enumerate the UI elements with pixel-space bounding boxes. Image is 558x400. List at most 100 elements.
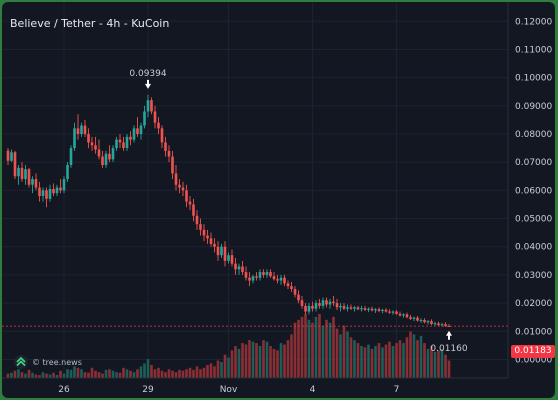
volume-bar: [171, 370, 174, 378]
volume-bar: [318, 314, 321, 378]
candle-body: [440, 324, 444, 326]
volume-bar: [181, 370, 185, 378]
volume-bar: [234, 346, 237, 378]
candle-body: [405, 314, 409, 318]
candle-body: [248, 277, 251, 281]
volume-bar: [220, 362, 223, 378]
volume-bar: [213, 366, 216, 378]
candle: [83, 119, 87, 137]
candle-body: [346, 307, 349, 309]
candle-body: [27, 169, 31, 185]
volume-bar: [269, 346, 272, 378]
candle-body: [52, 188, 55, 194]
candle: [339, 303, 342, 312]
candle: [108, 145, 111, 163]
candle-body: [342, 305, 346, 309]
candle-body: [80, 125, 83, 134]
candle-body: [237, 266, 241, 270]
candle-body: [87, 134, 90, 143]
candle-body: [171, 156, 174, 174]
candle-body: [286, 283, 290, 287]
candle-body: [34, 179, 38, 188]
y-tick-label: 0.08000: [515, 130, 552, 140]
candle-body: [104, 153, 108, 165]
candle: [391, 310, 395, 315]
candle-body: [409, 317, 412, 319]
volume-bar: [17, 369, 20, 378]
volume-bar: [108, 369, 111, 378]
candle: [157, 117, 160, 134]
tree-news-logo-icon: [14, 355, 28, 369]
candle: [167, 145, 171, 163]
candle: [59, 179, 62, 194]
candle: [346, 304, 349, 312]
y-tick-label: 0.05000: [515, 215, 552, 225]
candle: [269, 269, 272, 278]
candle-body: [6, 150, 10, 161]
y-tick-label: 0.09000: [515, 102, 552, 112]
high-price-label: 0.09394: [129, 69, 166, 79]
candle-body: [69, 148, 73, 165]
candle-body: [216, 246, 220, 256]
candle: [227, 252, 230, 264]
candle: [251, 274, 255, 284]
volume-bar: [76, 367, 80, 378]
volume-bar: [13, 370, 17, 378]
candle-body: [412, 317, 416, 319]
candle: [24, 165, 27, 185]
candle: [122, 136, 125, 151]
candle-body: [83, 125, 87, 134]
x-tick-label: 26: [58, 385, 70, 395]
candle-body: [59, 187, 62, 191]
candle: [363, 305, 367, 311]
candle-body: [223, 246, 227, 261]
candle: [38, 181, 41, 202]
volume-bar: [139, 366, 143, 378]
x-tick-label: 7: [394, 385, 400, 395]
volume-bar: [304, 314, 307, 378]
candle: [111, 145, 115, 163]
candle: [402, 313, 405, 318]
volume-bar: [262, 340, 265, 378]
candle-body: [293, 289, 297, 295]
y-tick-label: 0.04000: [515, 243, 552, 253]
candle: [367, 307, 370, 313]
volume-bar: [24, 373, 27, 378]
volume-bar: [244, 344, 248, 378]
candle-body: [335, 303, 339, 308]
y-tick-label: 0.11000: [515, 45, 552, 55]
candle: [132, 125, 136, 143]
candle: [349, 304, 353, 311]
volume-bar: [10, 372, 13, 378]
low-price-label: 0.01160: [430, 344, 467, 354]
candle: [398, 311, 402, 317]
candle: [69, 145, 73, 168]
candle-body: [73, 128, 76, 149]
candle: [48, 184, 52, 202]
candle: [101, 150, 104, 168]
candle: [199, 218, 202, 236]
candle-body: [377, 309, 381, 311]
volume-bar: [311, 322, 314, 378]
volume-bar: [59, 370, 62, 378]
candle: [6, 148, 10, 165]
candle: [80, 122, 83, 137]
candle: [304, 303, 307, 315]
candle-body: [146, 100, 150, 112]
candle: [181, 181, 185, 196]
candle: [437, 321, 440, 327]
candle: [265, 269, 269, 278]
candle-body: [132, 128, 136, 140]
volume-bar: [353, 340, 356, 378]
candle: [314, 300, 318, 312]
candle-body: [426, 321, 430, 323]
candle: [216, 241, 220, 261]
volume-bar: [367, 344, 370, 378]
candle: [153, 105, 157, 129]
candle: [188, 196, 192, 211]
candle: [115, 136, 118, 151]
candle-body: [262, 272, 265, 275]
candle: [356, 305, 360, 311]
volume-bar: [251, 341, 255, 378]
